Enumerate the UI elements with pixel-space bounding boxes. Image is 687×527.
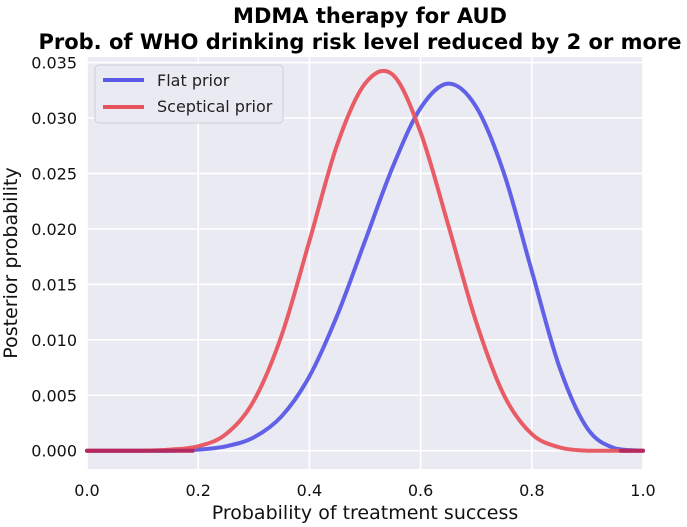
legend-label-sceptical-prior: Sceptical prior [157, 97, 273, 116]
x-axis: 0.0 0.2 0.4 0.6 0.8 1.0 [74, 481, 655, 500]
x-tick-label: 0.8 [519, 481, 544, 500]
x-tick-label: 0.0 [74, 481, 99, 500]
series-line-sceptical-prior [85, 68, 645, 453]
y-tick-label: 0.000 [31, 442, 77, 461]
y-tick-label: 0.015 [31, 275, 77, 294]
y-tick-label: 0.025 [31, 164, 77, 183]
y-axis-label: Posterior probability [0, 167, 22, 358]
y-tick-label: 0.030 [31, 109, 77, 128]
legend: Flat prior Sceptical prior [94, 64, 284, 124]
series-layer [85, 68, 645, 453]
legend-label-flat-prior: Flat prior [157, 71, 230, 90]
y-tick-label: 0.020 [31, 220, 77, 239]
y-tick-label: 0.005 [31, 386, 77, 405]
x-tick-label: 0.2 [185, 481, 210, 500]
grid [86, 57, 644, 469]
x-tick-label: 0.4 [297, 481, 322, 500]
x-tick-label: 0.6 [408, 481, 433, 500]
plot-area [87, 57, 643, 469]
y-axis: 0.000 0.005 0.010 0.015 0.020 0.025 0.030 0.035 [31, 54, 77, 461]
x-tick-label: 1.0 [630, 481, 655, 500]
y-tick-label: 0.010 [31, 331, 77, 350]
chart-title: MDMA therapy for AUD [233, 4, 507, 28]
y-tick-label: 0.035 [31, 54, 77, 73]
chart-subtitle: Prob. of WHO drinking risk level reduced… [38, 30, 681, 54]
x-axis-label: Probability of treatment success [212, 502, 519, 524]
